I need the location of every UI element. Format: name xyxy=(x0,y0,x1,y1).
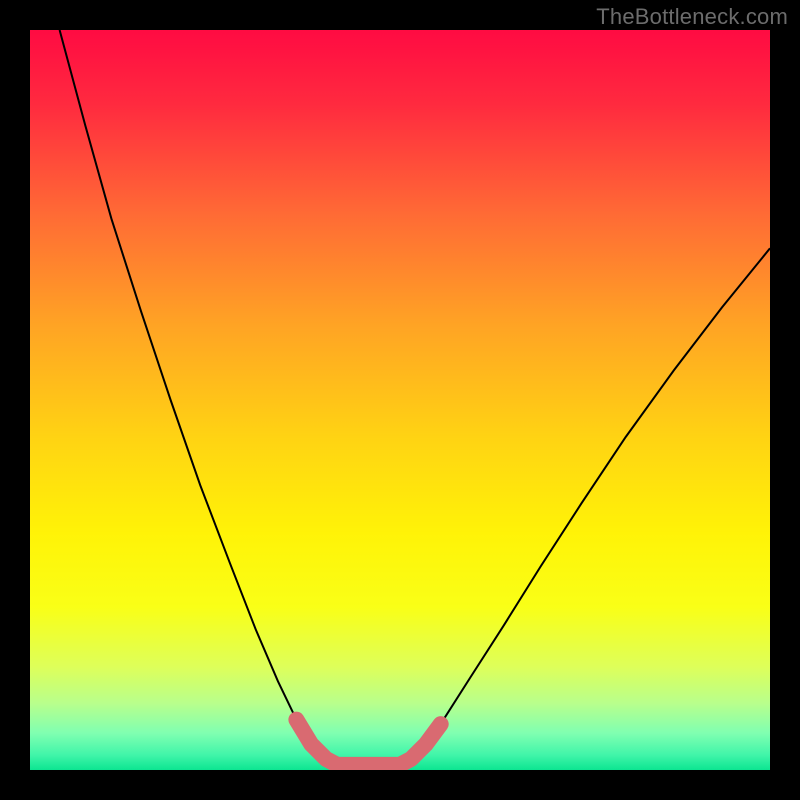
optimal-range-highlight xyxy=(296,720,440,765)
chart-frame: TheBottleneck.com xyxy=(0,0,800,800)
bottleneck-curve xyxy=(60,30,770,765)
curve-layer xyxy=(30,30,770,770)
watermark-text: TheBottleneck.com xyxy=(596,4,788,30)
plot-area xyxy=(30,30,770,770)
